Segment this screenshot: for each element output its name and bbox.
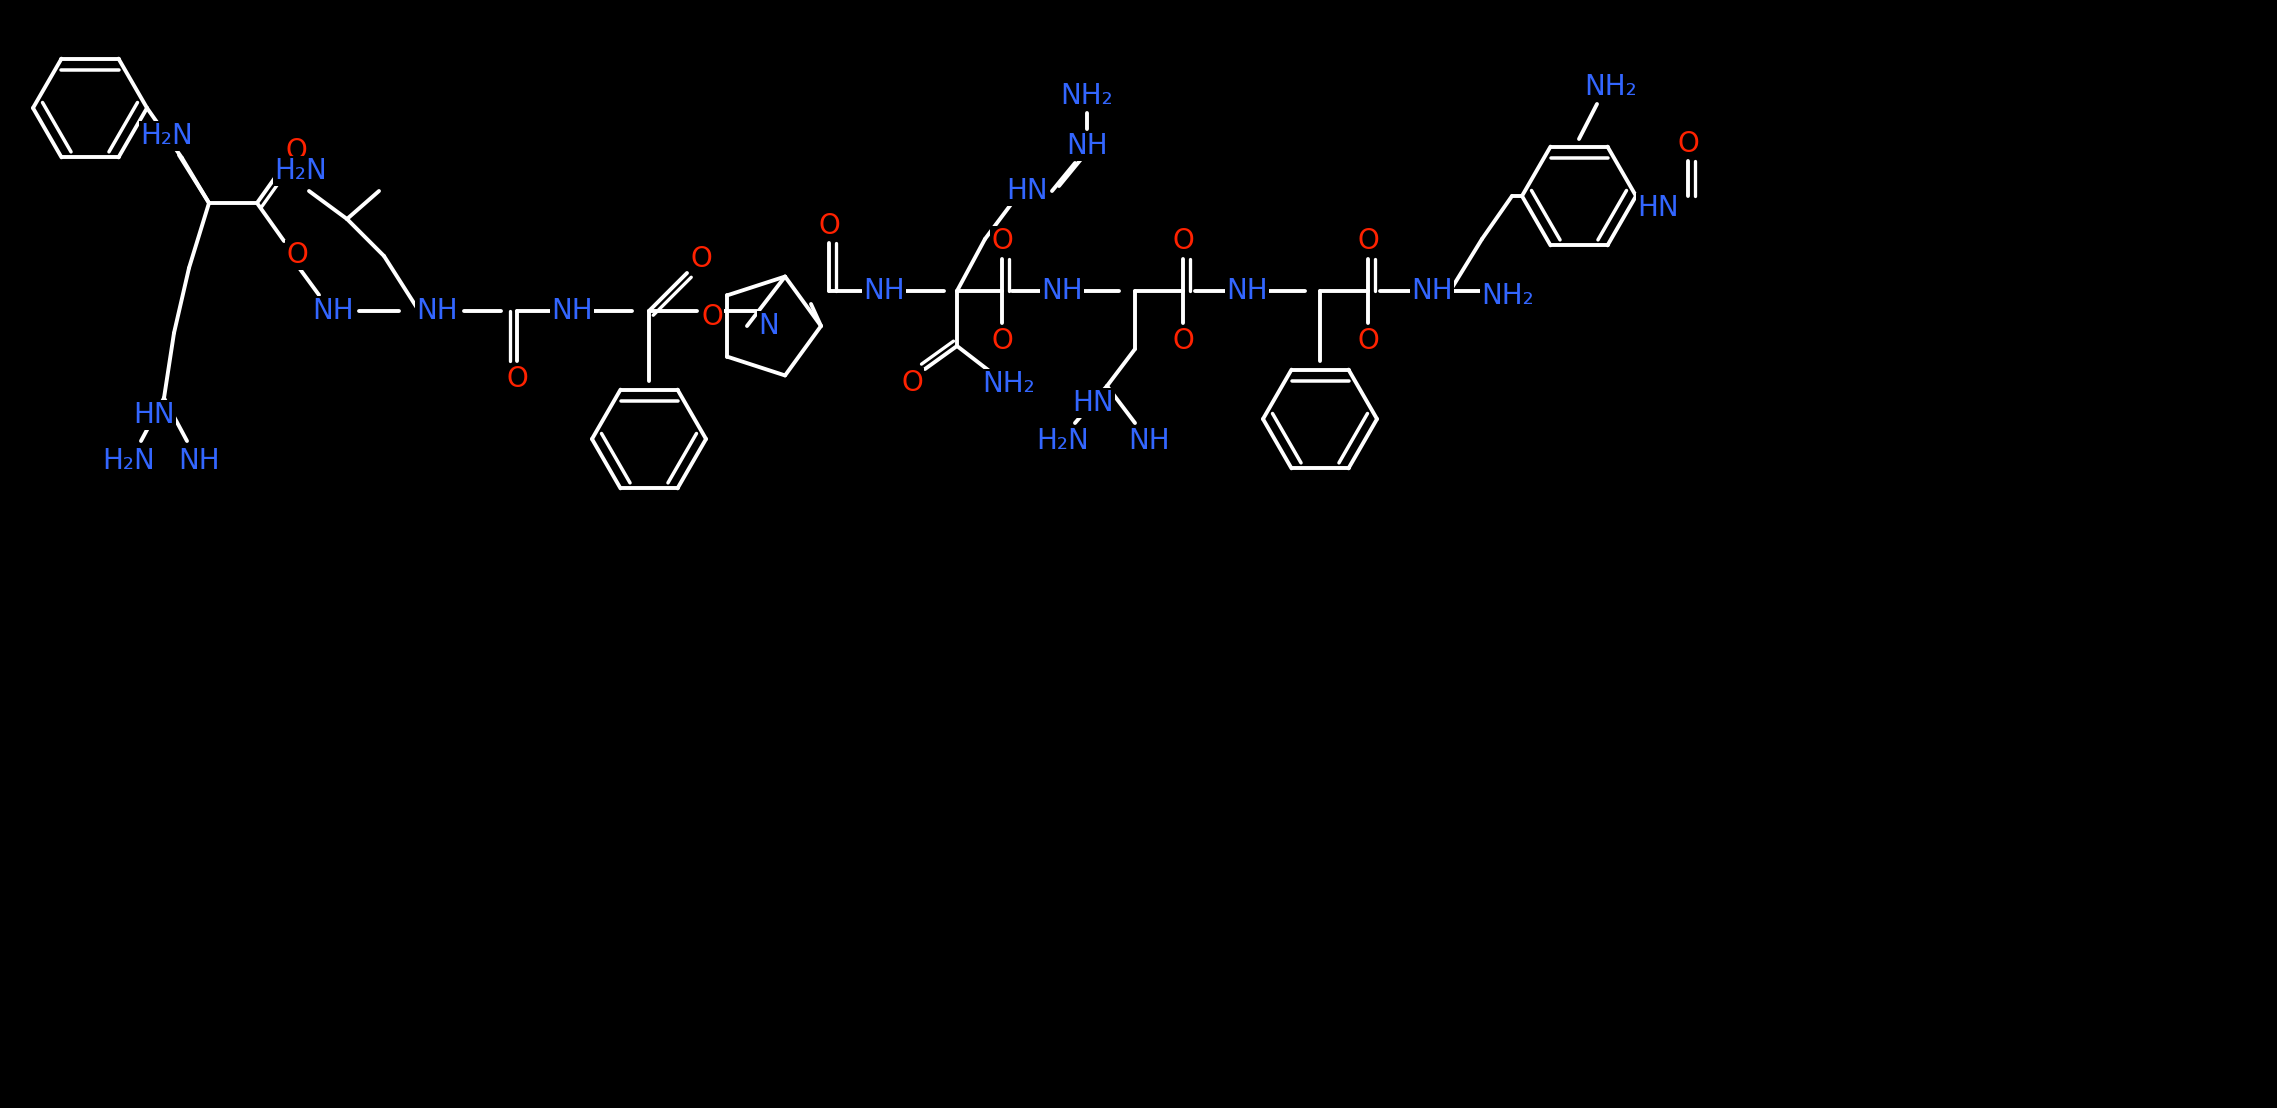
Text: NH: NH: [178, 447, 221, 475]
Text: H₂N: H₂N: [102, 447, 155, 475]
Text: NH: NH: [1066, 132, 1109, 160]
Text: N: N: [758, 312, 779, 340]
Text: HN: HN: [1637, 194, 1678, 222]
Text: NH: NH: [863, 277, 904, 305]
Text: O: O: [1357, 227, 1380, 255]
Text: O: O: [1357, 327, 1380, 355]
Text: HN: HN: [1006, 177, 1047, 205]
Text: O: O: [990, 227, 1013, 255]
Text: H₂N: H₂N: [1036, 427, 1088, 455]
Text: O: O: [701, 302, 722, 331]
Text: HN: HN: [132, 401, 175, 429]
Text: NH: NH: [1041, 277, 1084, 305]
Text: NH: NH: [1227, 277, 1268, 305]
Text: NH: NH: [1127, 427, 1170, 455]
Text: O: O: [690, 245, 713, 273]
Text: NH₂: NH₂: [1482, 283, 1535, 310]
Text: O: O: [287, 242, 307, 269]
Text: O: O: [1173, 327, 1193, 355]
Text: O: O: [817, 212, 840, 240]
Text: NH₂: NH₂: [1061, 82, 1113, 110]
Text: NH: NH: [1412, 277, 1453, 305]
Text: NH: NH: [551, 297, 592, 325]
Text: NH: NH: [417, 297, 458, 325]
Text: NH₂: NH₂: [1585, 73, 1637, 101]
Text: NH: NH: [312, 297, 353, 325]
Text: HN: HN: [1072, 389, 1113, 417]
Text: O: O: [902, 369, 922, 397]
Text: O: O: [1173, 227, 1193, 255]
Text: NH₂: NH₂: [984, 370, 1036, 398]
Text: H₂N: H₂N: [141, 122, 194, 150]
Text: O: O: [285, 137, 307, 165]
Text: O: O: [505, 365, 528, 393]
Text: O: O: [1678, 130, 1699, 158]
Text: H₂N: H₂N: [276, 157, 328, 185]
Text: O: O: [990, 327, 1013, 355]
